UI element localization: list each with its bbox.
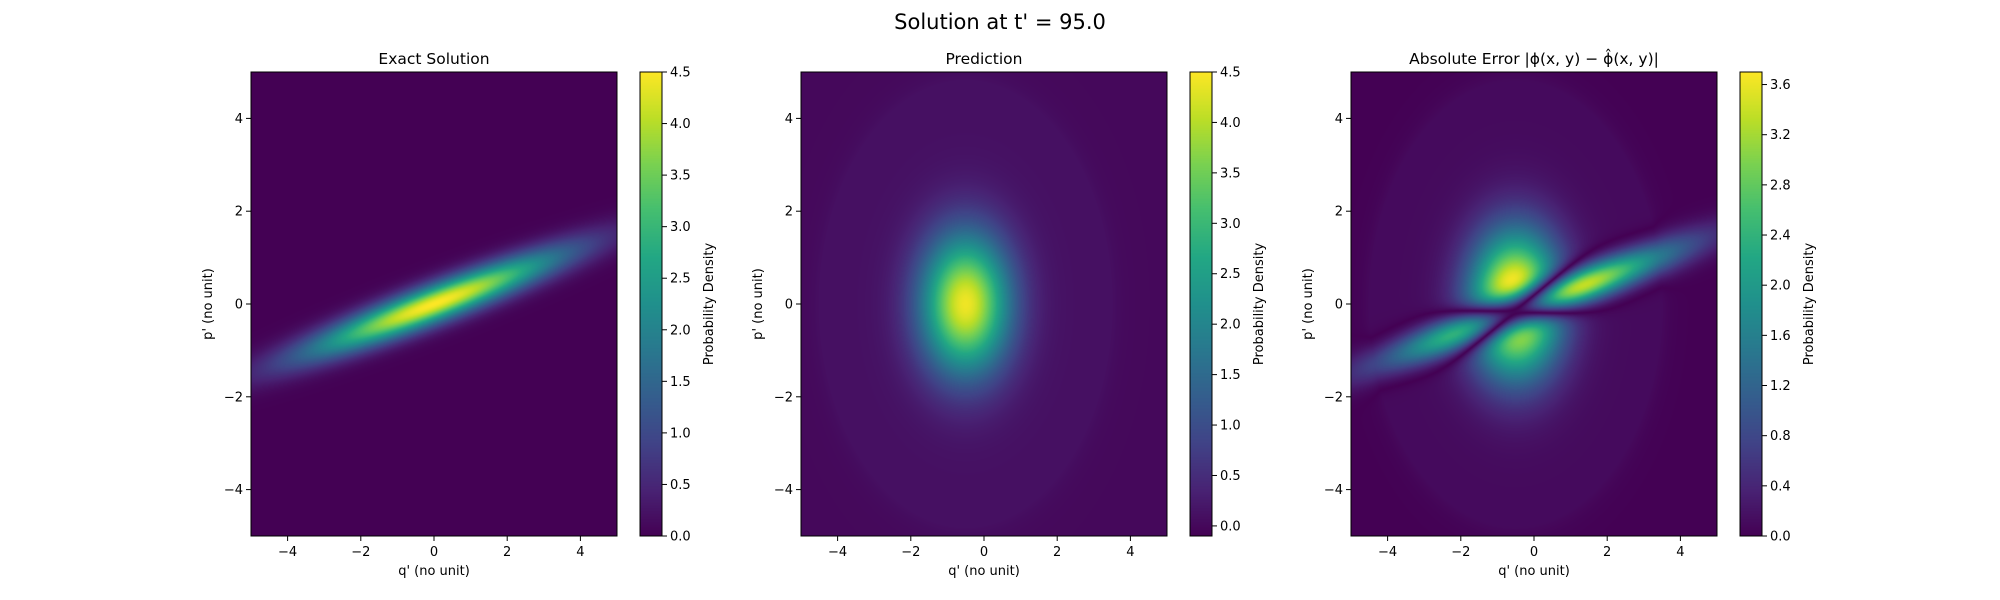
x-tick-label: 2 (503, 545, 511, 560)
x-axis-label: q' (no unit) (398, 564, 470, 579)
y-tick-label: −4 (1324, 483, 1343, 498)
y-axis-label: p' (no unit) (201, 268, 216, 340)
x-tick-label: 4 (576, 545, 584, 560)
colorbar-canvas (640, 72, 662, 536)
y-tick-label: 2 (1335, 205, 1343, 220)
colorbar-tick-label: 1.5 (670, 375, 691, 390)
y-tick-label: 4 (785, 112, 793, 127)
panel-title: Absolute Error |ϕ(x, y) − ϕ̂(x, y)| (1409, 48, 1659, 68)
colorbar-tick-label: 1.0 (670, 426, 691, 441)
colorbar-frame (639, 71, 663, 537)
colorbar-tick-label: 1.6 (1770, 329, 1791, 344)
panel-exact-solution: Exact Solution −4 −2 0 2 4 −4 −2 0 2 4 q' (no uni… (201, 50, 717, 579)
colorbar-frame (1189, 71, 1213, 537)
colorbar-tick-label: 2.5 (670, 272, 691, 287)
colorbar-tick-label: 2.5 (1220, 267, 1241, 282)
colorbar-ticks: 0.0 0.4 0.8 1.2 1.6 2.0 2.4 2.8 3.2 3.6 (1762, 78, 1791, 545)
y-tick-label: 0 (1335, 298, 1343, 313)
colorbar-tick-label: 3.2 (1770, 128, 1791, 143)
x-tick-label: 0 (430, 545, 438, 560)
colorbar (1190, 72, 1212, 536)
heatmap-canvas (801, 72, 1167, 536)
x-tick-label: −4 (1378, 545, 1397, 560)
x-tick-label: 2 (1053, 545, 1061, 560)
colorbar-tick-label: 4.5 (1220, 66, 1241, 81)
heatmap-area (251, 72, 617, 536)
x-tick-label: −4 (278, 545, 297, 560)
y-tick-label: 0 (235, 298, 243, 313)
colorbar (1740, 72, 1762, 536)
colorbar-tick-label: 2.0 (1220, 318, 1241, 333)
x-axis-label: q' (no unit) (948, 564, 1020, 579)
y-tick-label: 0 (785, 298, 793, 313)
panel-title: Prediction (945, 50, 1022, 68)
colorbar-tick-label: 0.5 (1220, 469, 1241, 484)
axis-ticks: −4 −2 0 2 4 −4 −2 0 2 4 (774, 112, 1135, 560)
colorbar-tick-label: 1.0 (1220, 419, 1241, 434)
colorbar-canvas (1740, 72, 1762, 536)
x-tick-label: 0 (980, 545, 988, 560)
axis-ticks: −4 −2 0 2 4 −4 −2 0 2 4 (1324, 112, 1685, 560)
colorbar-canvas (1190, 72, 1212, 536)
colorbar-tick-label: 3.5 (670, 169, 691, 184)
colorbar-label: Probability Density (1802, 243, 1817, 366)
x-tick-label: −2 (1451, 545, 1470, 560)
y-tick-label: −2 (774, 390, 793, 405)
x-tick-label: 4 (1676, 545, 1684, 560)
colorbar-tick-label: 0.4 (1770, 479, 1791, 494)
colorbar-tick-label: 3.5 (1220, 166, 1241, 181)
colorbar-tick-label: 0.8 (1770, 429, 1791, 444)
y-tick-label: −2 (1324, 390, 1343, 405)
x-tick-label: −4 (828, 545, 847, 560)
colorbar-tick-label: 1.2 (1770, 379, 1791, 394)
panel-absolute-error: Absolute Error |ϕ(x, y) − ϕ̂(x, y)| −4 −2… (1301, 48, 1817, 579)
axis-ticks: −4 −2 0 2 4 −4 −2 0 2 4 (224, 112, 585, 560)
colorbar-tick-label: 4.0 (670, 117, 691, 132)
x-tick-label: 2 (1603, 545, 1611, 560)
colorbar-tick-label: 0.5 (670, 478, 691, 493)
colorbar-tick-label: 3.0 (1220, 217, 1241, 232)
y-tick-label: 4 (235, 112, 243, 127)
y-tick-label: −4 (774, 483, 793, 498)
colorbar-tick-label: 1.5 (1220, 368, 1241, 383)
colorbar-tick-label: 4.5 (670, 66, 691, 81)
x-axis-label: q' (no unit) (1498, 564, 1570, 579)
y-tick-label: 2 (785, 205, 793, 220)
x-tick-label: 4 (1126, 545, 1134, 560)
colorbar-ticks: 0.0 0.5 1.0 1.5 2.0 2.5 3.0 3.5 4.0 4.5 (662, 66, 691, 545)
y-axis-label: p' (no unit) (751, 268, 766, 340)
heatmap-canvas (251, 72, 617, 536)
panel-prediction: Prediction −4 −2 0 2 4 −4 −2 0 2 4 q' (no unit) p… (751, 50, 1267, 579)
x-tick-label: −2 (901, 545, 920, 560)
heatmap-canvas (1351, 72, 1717, 536)
y-tick-label: 4 (1335, 112, 1343, 127)
colorbar-tick-label: 2.4 (1770, 229, 1791, 244)
heatmap-area (1351, 72, 1717, 536)
colorbar-tick-label: 2.0 (670, 323, 691, 338)
panel-title: Exact Solution (378, 50, 489, 68)
colorbar-tick-label: 2.8 (1770, 178, 1791, 193)
y-tick-label: 2 (235, 205, 243, 220)
heatmap-area (801, 72, 1167, 536)
colorbar-tick-label: 0.0 (1770, 530, 1791, 545)
colorbar-frame (1739, 71, 1763, 537)
colorbar-tick-label: 3.6 (1770, 78, 1791, 93)
colorbar-label: Probability Density (1252, 243, 1267, 366)
x-tick-label: −2 (351, 545, 370, 560)
colorbar (640, 72, 662, 536)
colorbar-tick-label: 0.0 (1220, 519, 1241, 534)
y-tick-label: −2 (224, 390, 243, 405)
colorbar-tick-label: 0.0 (670, 530, 691, 545)
colorbar-tick-label: 2.0 (1770, 279, 1791, 294)
colorbar-tick-label: 4.0 (1220, 116, 1241, 131)
colorbar-tick-label: 3.0 (670, 220, 691, 235)
colorbar-label: Probability Density (702, 243, 717, 366)
colorbar-ticks: 0.0 0.5 1.0 1.5 2.0 2.5 3.0 3.5 4.0 4.5 (1212, 66, 1241, 534)
y-axis-label: p' (no unit) (1301, 268, 1316, 340)
x-tick-label: 0 (1530, 545, 1538, 560)
figure-suptitle: Solution at t' = 95.0 (894, 10, 1106, 34)
y-tick-label: −4 (224, 483, 243, 498)
